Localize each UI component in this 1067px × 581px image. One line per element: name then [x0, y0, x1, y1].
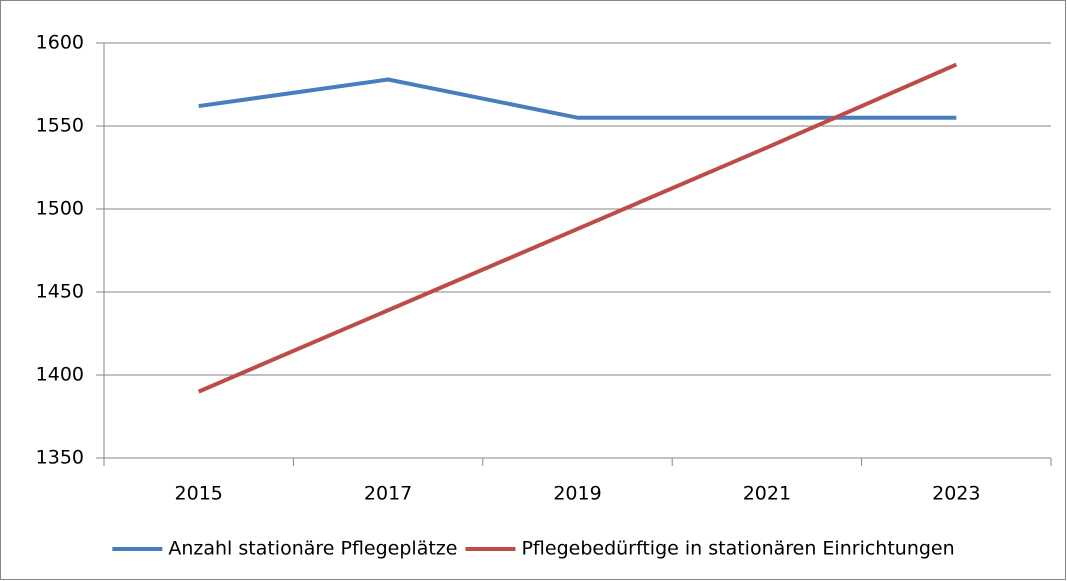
x-tick-label: 2015: [175, 483, 223, 505]
y-tick-label: 1350: [36, 447, 84, 469]
y-tick-label: 1600: [36, 32, 84, 54]
legend-label: Pflegebedürftige in stationären Einricht…: [521, 538, 954, 560]
y-tick-label: 1550: [36, 115, 84, 137]
x-tick-label: 2023: [932, 483, 980, 505]
data-line: [198, 77, 957, 120]
legend-label: Anzahl stationäre Pflegeplätze: [168, 538, 457, 560]
data-line: [197, 62, 958, 394]
x-tick-label: 2021: [743, 483, 791, 505]
y-tick-label: 1500: [36, 198, 84, 220]
x-tick-label: 2019: [553, 483, 601, 505]
y-tick-label: 1450: [36, 281, 84, 303]
y-tick-label: 1400: [36, 364, 84, 386]
x-tick-label: 2017: [364, 483, 412, 505]
